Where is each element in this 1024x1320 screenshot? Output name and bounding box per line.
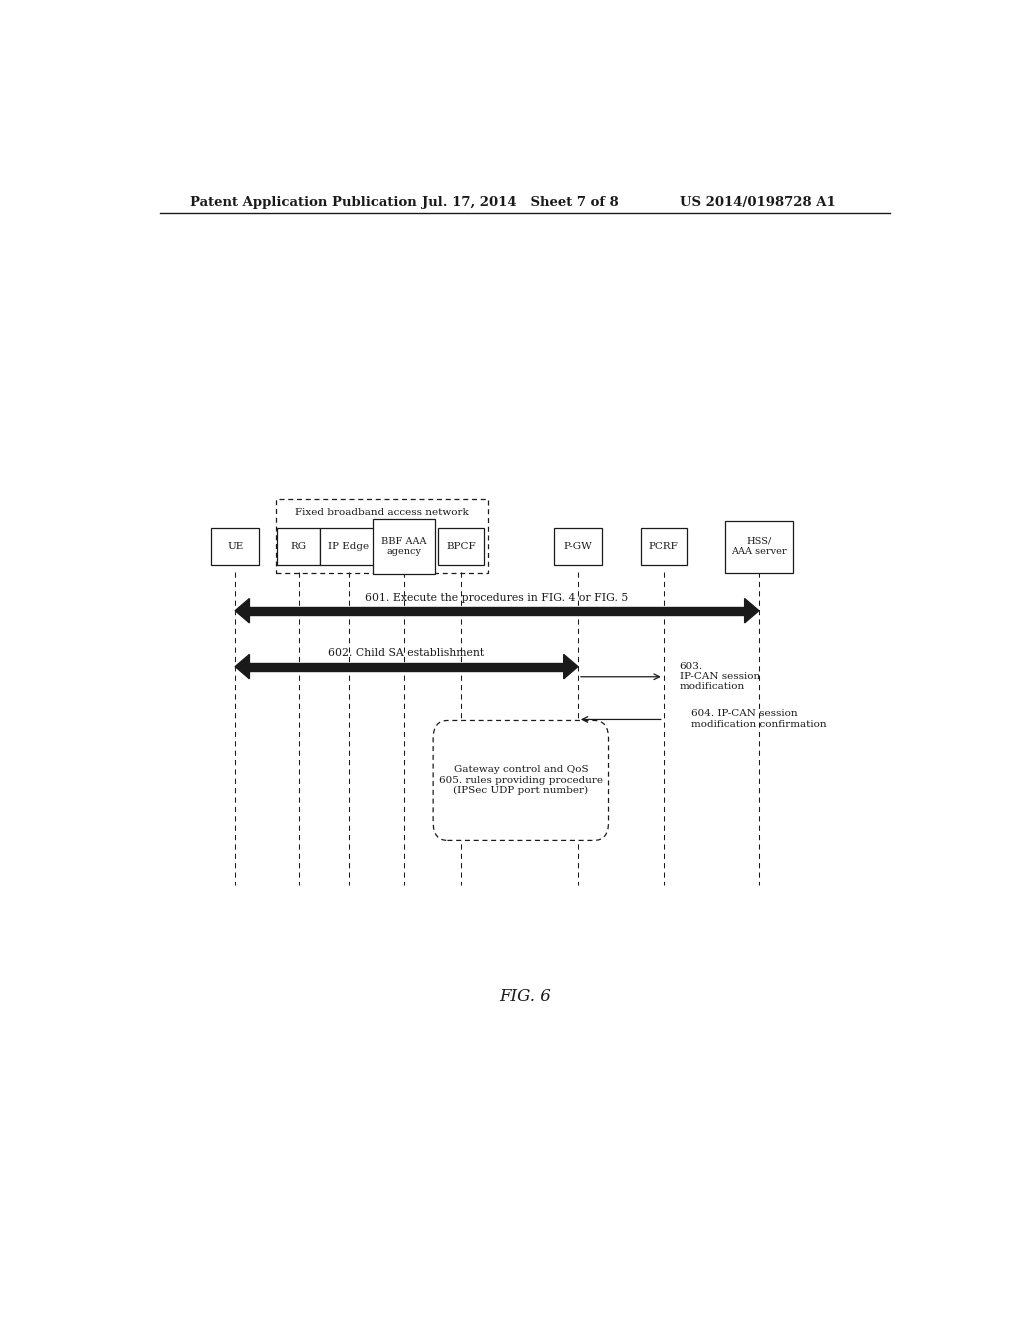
- FancyBboxPatch shape: [278, 528, 321, 565]
- Polygon shape: [744, 598, 759, 623]
- FancyBboxPatch shape: [321, 528, 377, 565]
- FancyBboxPatch shape: [725, 521, 793, 573]
- Text: PCRF: PCRF: [649, 543, 679, 552]
- Text: 601. Execute the procedures in FIG. 4 or FIG. 5: 601. Execute the procedures in FIG. 4 or…: [366, 593, 629, 602]
- FancyBboxPatch shape: [373, 519, 435, 574]
- Text: RG: RG: [291, 543, 306, 552]
- Text: P-GW: P-GW: [563, 543, 592, 552]
- FancyBboxPatch shape: [211, 528, 259, 565]
- FancyBboxPatch shape: [641, 528, 687, 565]
- Text: IP Edge: IP Edge: [328, 543, 370, 552]
- Polygon shape: [236, 598, 250, 623]
- Text: UE: UE: [227, 543, 244, 552]
- Text: Fixed broadband access network: Fixed broadband access network: [295, 508, 469, 516]
- Polygon shape: [563, 655, 578, 678]
- Text: 603.
IP-CAN session
modification: 603. IP-CAN session modification: [680, 661, 760, 692]
- FancyArrow shape: [250, 663, 563, 671]
- Text: BPCF: BPCF: [446, 543, 476, 552]
- Polygon shape: [236, 655, 250, 678]
- Text: Patent Application Publication: Patent Application Publication: [189, 195, 417, 209]
- Text: Jul. 17, 2014   Sheet 7 of 8: Jul. 17, 2014 Sheet 7 of 8: [422, 195, 618, 209]
- Text: FIG. 6: FIG. 6: [499, 989, 551, 1006]
- FancyBboxPatch shape: [433, 721, 608, 841]
- FancyBboxPatch shape: [438, 528, 484, 565]
- FancyArrow shape: [250, 607, 744, 615]
- Text: HSS/
AAA server: HSS/ AAA server: [731, 537, 786, 556]
- Text: 602. Child SA establishment: 602. Child SA establishment: [329, 648, 484, 659]
- Text: US 2014/0198728 A1: US 2014/0198728 A1: [680, 195, 836, 209]
- Text: BBF AAA
agency: BBF AAA agency: [381, 537, 427, 556]
- FancyBboxPatch shape: [554, 528, 602, 565]
- Text: Gateway control and QoS
605. rules providing procedure
(IPSec UDP port number): Gateway control and QoS 605. rules provi…: [439, 766, 603, 796]
- Text: 604. IP-CAN session
modification confirmation: 604. IP-CAN session modification confirm…: [691, 709, 827, 729]
